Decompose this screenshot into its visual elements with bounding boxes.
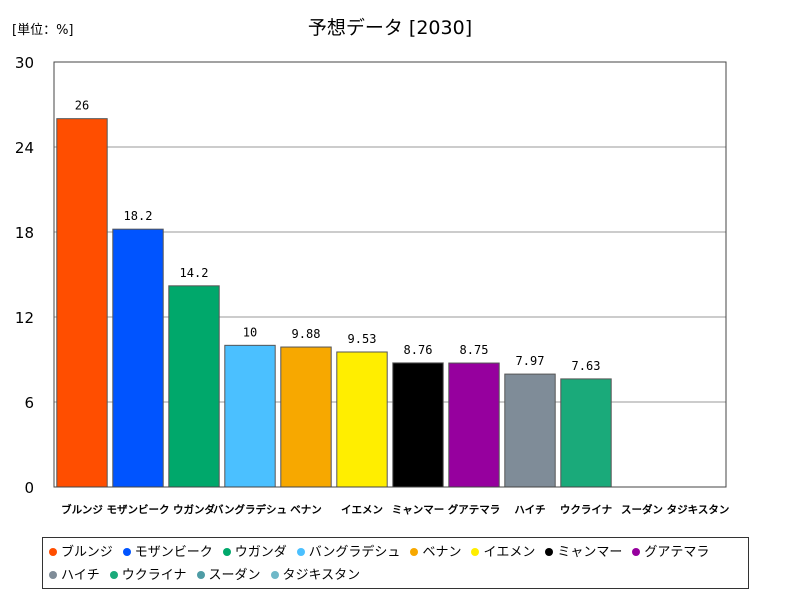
x-tick-label: ブルンジ — [61, 503, 103, 516]
bar — [168, 285, 220, 488]
data-label: 7.97 — [516, 354, 545, 368]
x-tick-label: バングラデシュ — [213, 503, 287, 516]
data-label: 8.76 — [404, 343, 433, 357]
legend-swatch-icon — [109, 571, 118, 579]
legend-label: ミャンマー — [557, 545, 623, 560]
legend-label: ウガンダ — [234, 545, 287, 560]
plot-frame — [53, 61, 727, 488]
data-label: 9.88 — [292, 327, 321, 341]
legend-entry: バングラデシュ — [296, 541, 401, 564]
bar — [112, 228, 164, 488]
legend-entry: ブルンジ — [49, 541, 113, 564]
y-tick-label: 6 — [24, 394, 34, 412]
legend-entry: イエメン — [471, 541, 535, 564]
legend-entry: ウガンダ — [222, 541, 287, 564]
x-tick-label: モザンビーク — [107, 503, 170, 516]
x-tick-label: タジキスタン — [667, 504, 730, 516]
legend-swatch-icon — [49, 548, 57, 556]
legend-swatch-icon — [410, 548, 419, 556]
y-tick-label: 0 — [24, 479, 34, 497]
legend-swatch-icon — [196, 571, 205, 579]
legend-swatch-icon — [122, 548, 131, 556]
y-tick-label: 30 — [15, 54, 34, 72]
x-tick-label: グアテマラ — [448, 503, 501, 516]
grid-lines — [54, 146, 726, 403]
legend-swatch-icon — [545, 548, 554, 556]
legend-swatch-icon — [471, 548, 480, 556]
legend-entry: モザンビーク — [122, 541, 213, 564]
legend-label: タジキスタン — [282, 568, 361, 583]
bar — [56, 118, 108, 488]
legend-label: ブルンジ — [61, 545, 113, 560]
y-tick-label: 12 — [15, 309, 34, 327]
x-tick-label: ハイチ — [514, 504, 545, 516]
data-label: 8.75 — [460, 343, 489, 357]
bar — [280, 346, 332, 488]
legend-label: イエメン — [483, 545, 536, 560]
x-tick-label: ウクライナ — [560, 504, 612, 516]
x-tick-label: スーダン — [621, 503, 663, 516]
legend-swatch-icon — [222, 548, 231, 556]
unit-label: [単位：%] — [12, 22, 74, 38]
legend-label: バングラデシュ — [308, 545, 401, 560]
legend-entry: ベナン — [410, 541, 461, 564]
data-label: 18.2 — [124, 209, 153, 223]
data-label: 26 — [75, 99, 89, 113]
legend-swatch-icon — [296, 548, 305, 556]
legend-entry: ハイチ — [49, 564, 100, 587]
x-tick-label: イエメン — [341, 504, 383, 516]
bar — [392, 362, 444, 488]
bar — [448, 362, 500, 488]
legend-label: ベナン — [422, 545, 462, 560]
x-tick-label: ウガンダ — [173, 503, 215, 516]
bars — [56, 118, 612, 488]
bar — [336, 351, 388, 488]
legend-entry: ミャンマー — [545, 541, 622, 564]
y-tick-label: 18 — [15, 224, 34, 242]
value-labels: 26 18.2 14.2 10 9.88 9.53 8.76 8.75 7.97 7.63 — [75, 99, 601, 373]
legend-entry: タジキスタン — [270, 564, 361, 587]
data-label: 10 — [243, 325, 257, 339]
chart-title: 予想データ [2030] — [308, 17, 472, 39]
data-label: 9.53 — [348, 332, 377, 346]
data-label: 7.63 — [572, 359, 601, 373]
legend-label: ハイチ — [61, 568, 100, 583]
legend-entry: ウクライナ — [109, 564, 187, 587]
legend-swatch-icon — [632, 548, 641, 556]
y-axis-ticks: 0 6 12 18 24 30 — [15, 54, 34, 497]
legend-label: スーダン — [208, 568, 261, 583]
x-tick-label: ミャンマー — [392, 504, 445, 516]
x-tick-label: ベナン — [290, 504, 322, 516]
legend-label: モザンビーク — [134, 545, 213, 560]
legend-label: グアテマラ — [644, 545, 710, 560]
legend-label: ウクライナ — [121, 568, 187, 583]
y-tick-label: 24 — [15, 139, 34, 157]
legend-swatch-icon — [270, 571, 279, 579]
bar — [224, 344, 276, 488]
legend-entry: グアテマラ — [632, 541, 709, 564]
bar — [504, 373, 556, 488]
legend: ブルンジ モザンビーク ウガンダ バングラデシュ ベナン イエメン ミャンマー グアテマラハイ… — [42, 537, 749, 589]
legend-swatch-icon — [49, 571, 57, 579]
data-label: 14.2 — [180, 266, 209, 280]
bar — [560, 378, 612, 488]
legend-entry: スーダン — [196, 564, 261, 587]
